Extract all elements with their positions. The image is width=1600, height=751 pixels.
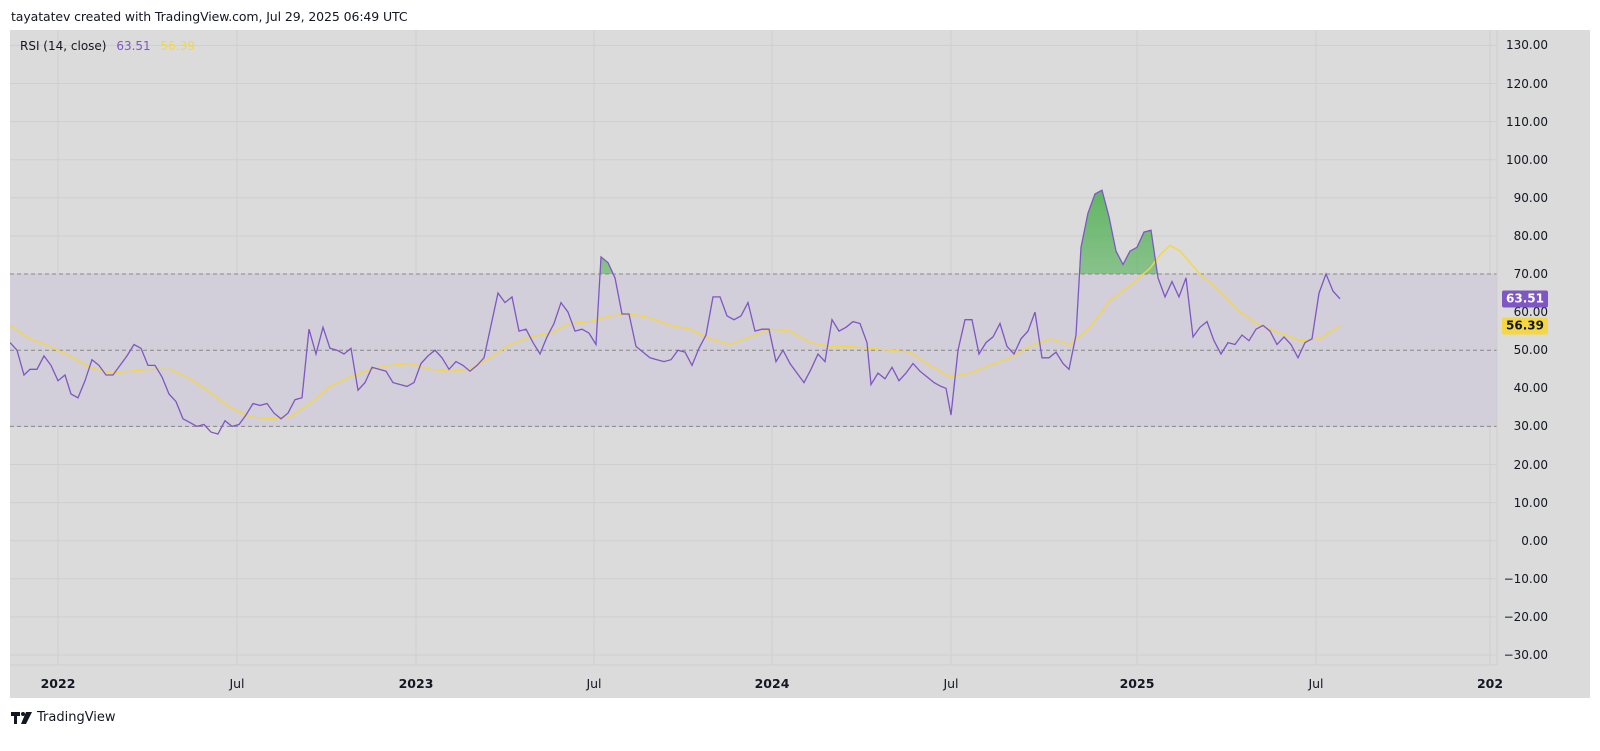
- tradingview-logo[interactable]: TradingView: [11, 710, 116, 725]
- indicator-legend[interactable]: RSI (14, close) 63.51 56.39: [20, 39, 195, 53]
- tradingview-logo-icon: [11, 711, 32, 724]
- attribution-header: tayatatev created with TradingView.com, …: [11, 9, 408, 24]
- time-axis-label: 2024: [754, 676, 790, 691]
- brand-name: TradingView: [37, 710, 116, 725]
- chart-pane[interactable]: [10, 30, 1590, 698]
- rsi-value-badge: 63.51: [1502, 290, 1548, 308]
- price-axis-label: 110.00: [1506, 114, 1548, 129]
- price-axis-label: 20.00: [1513, 457, 1548, 472]
- ma-line: [10, 244, 1341, 420]
- time-axis-label: 202: [1476, 676, 1504, 691]
- time-axis-label: Jul: [1308, 676, 1324, 691]
- ma-value-badge: 56.39: [1502, 317, 1548, 335]
- price-axis-label: −30.00: [1503, 648, 1548, 662]
- price-axis-label: 100.00: [1506, 152, 1548, 167]
- rsi-value: 63.51: [116, 39, 151, 53]
- time-axis-label: Jul: [586, 676, 602, 691]
- price-axis-label: −10.00: [1503, 571, 1548, 586]
- price-axis-label: 130.00: [1506, 38, 1548, 53]
- indicator-name: RSI (14, close): [20, 39, 107, 53]
- time-axis-label: Jul: [943, 676, 959, 691]
- rsi-line: [10, 189, 1341, 435]
- price-axis-label: −20.00: [1503, 609, 1548, 624]
- price-axis-label: 80.00: [1513, 228, 1548, 243]
- price-axis-label: 120.00: [1506, 76, 1548, 91]
- time-axis-label: Jul: [229, 676, 245, 691]
- price-axis-label: 10.00: [1513, 495, 1548, 510]
- price-axis-label: 0.00: [1521, 533, 1548, 548]
- price-axis-label: 40.00: [1513, 381, 1548, 396]
- price-axis-label: 90.00: [1513, 190, 1548, 205]
- time-axis-label: 2022: [40, 676, 76, 691]
- time-axis-label: 2023: [398, 676, 434, 691]
- price-axis-label: 50.00: [1513, 343, 1548, 358]
- time-axis-label: 2025: [1119, 676, 1155, 691]
- rsi-plot[interactable]: [10, 30, 1590, 698]
- price-axis-label: 30.00: [1513, 419, 1548, 434]
- price-axis-label: 60.00: [1513, 305, 1548, 320]
- price-axis-label: 70.00: [1513, 267, 1548, 281]
- ma-value: 56.39: [160, 39, 195, 53]
